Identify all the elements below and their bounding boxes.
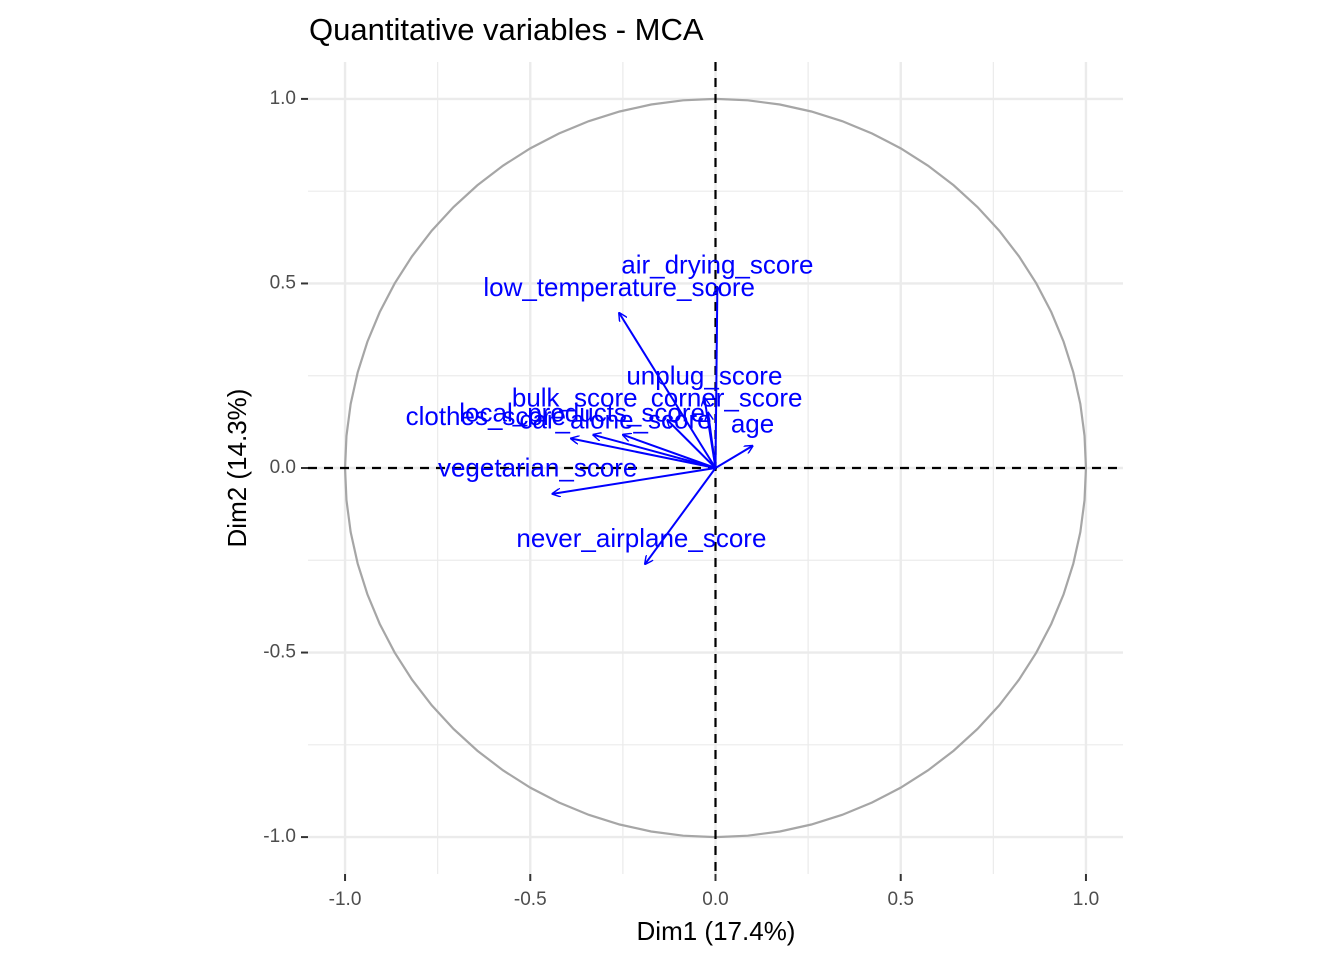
label-never-airplane-score: never_airplane_score xyxy=(516,523,766,553)
x-tick-label: -0.5 xyxy=(514,889,547,910)
arrow-bulk-score xyxy=(667,420,717,469)
variable-labels: air_drying_scorelow_temperature_scoreunp… xyxy=(406,250,814,553)
label-clothes-score: clothes_score xyxy=(406,401,566,431)
arrow-corner-score xyxy=(708,413,717,469)
label-unplug-score: unplug_score xyxy=(626,360,782,390)
arrow-car-alone-score xyxy=(593,435,716,469)
x-tick-label: 0.5 xyxy=(888,889,914,910)
x-tick-label: 1.0 xyxy=(1073,889,1099,910)
arrow-clothes-score xyxy=(571,438,716,469)
y-tick-label: -1.0 xyxy=(263,826,296,847)
y-tick-label: 0.5 xyxy=(270,272,296,293)
y-tick-label: 1.0 xyxy=(270,88,296,109)
label-vegetarian-score: vegetarian_score xyxy=(438,453,637,483)
label-corner-score: corner_score xyxy=(651,383,803,413)
label-car-alone-score: car_alone_score xyxy=(519,405,711,435)
label-age: age xyxy=(731,408,774,438)
y-axis-title: Dim2 (14.3%) xyxy=(222,389,252,548)
arrow-vegetarian-score xyxy=(553,467,716,494)
x-axis-title: Dim1 (17.4%) xyxy=(637,916,796,946)
variable-arrows xyxy=(553,287,753,564)
label-bulk-score: bulk_score xyxy=(512,383,638,413)
x-tick-label: 0.0 xyxy=(702,889,728,910)
x-axis: -1.0 -0.5 0.0 0.5 1.0 xyxy=(329,874,1099,910)
x-tick-label: -1.0 xyxy=(329,889,362,910)
arrow-air-drying-score xyxy=(716,287,718,469)
label-local-products-score: local_products_score xyxy=(459,397,705,427)
label-air-drying-score: air_drying_score xyxy=(621,250,813,280)
y-tick-label: 0.0 xyxy=(270,457,296,478)
arrow-age xyxy=(714,446,753,469)
y-axis: -1.0 -0.5 0.0 0.5 1.0 xyxy=(263,88,308,847)
arrow-low-temperature-score xyxy=(619,313,717,469)
arrow-local-products-score xyxy=(623,435,716,469)
arrow-never-airplane-score xyxy=(645,467,717,564)
label-low-temperature-score: low_temperature_score xyxy=(483,272,755,302)
chart-title: Quantitative variables - MCA xyxy=(309,12,704,47)
y-tick-label: -0.5 xyxy=(263,642,296,663)
